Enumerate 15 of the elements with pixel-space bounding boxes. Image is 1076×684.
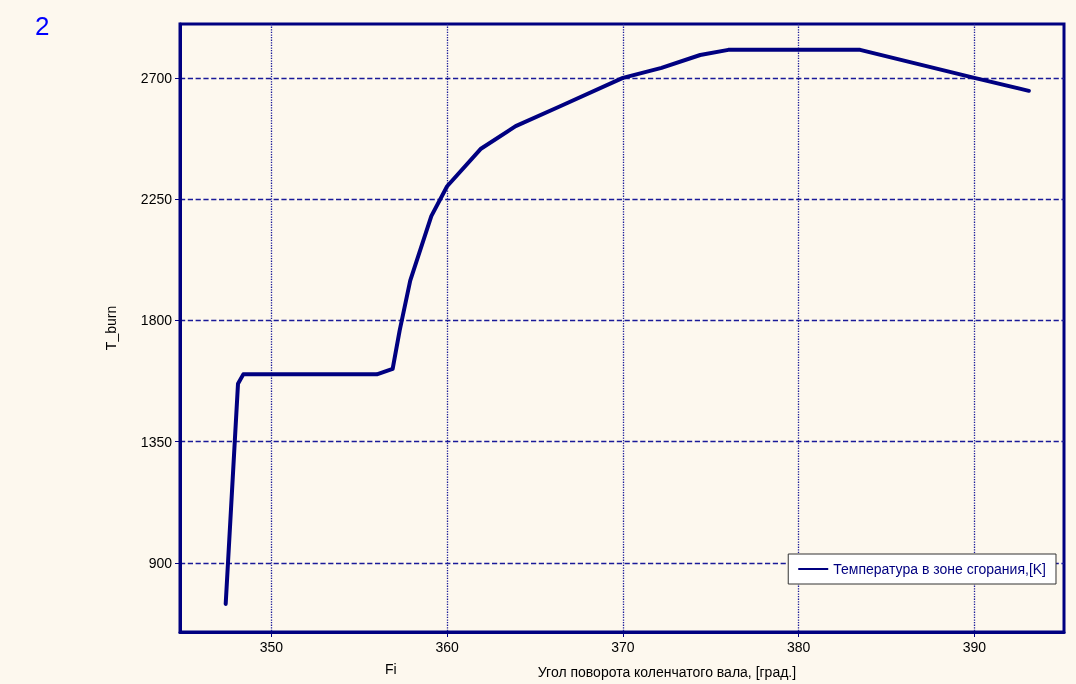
chart-title: 2 bbox=[35, 11, 50, 41]
x-tick-label: 350 bbox=[259, 639, 284, 655]
x-tick-label: 390 bbox=[962, 639, 987, 655]
legend-label: Температура в зоне сгорания,[K] bbox=[833, 561, 1046, 577]
x-axis-title: Угол поворота коленчатого вала, [град.] bbox=[537, 664, 797, 680]
x-tick-label: 360 bbox=[435, 639, 460, 655]
y-tick-label: 2700 bbox=[140, 69, 173, 86]
y-tick-label: 2250 bbox=[140, 191, 173, 208]
x-tick-label: 380 bbox=[786, 639, 811, 655]
text: Fi bbox=[385, 661, 397, 677]
y-tick-label: 1800 bbox=[140, 312, 173, 329]
y-tick-label: 1350 bbox=[140, 433, 173, 450]
y-tick-label: 900 bbox=[148, 555, 173, 572]
x-tick-label: 370 bbox=[611, 639, 635, 655]
y-axis-title: T_burn bbox=[103, 305, 119, 351]
